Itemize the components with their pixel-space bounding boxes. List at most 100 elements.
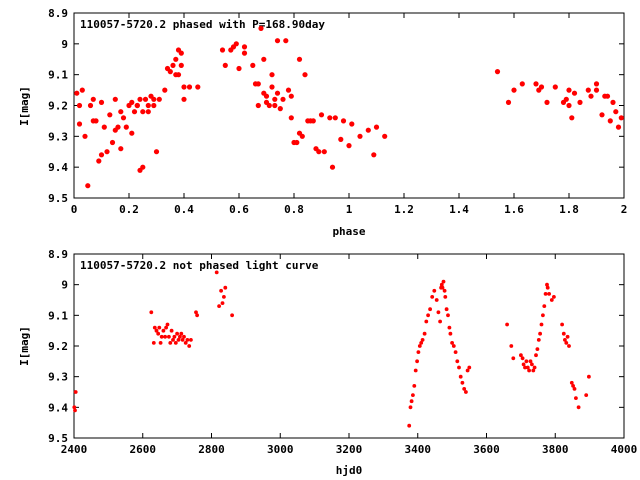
unphased-data-point bbox=[534, 353, 538, 358]
unphased-y-tick-label: 9.3 bbox=[48, 371, 68, 384]
unphased-data-point bbox=[467, 365, 472, 370]
phased-data-point bbox=[552, 84, 558, 90]
phased-x-axis: 0 0.2 0.4 0.6 0.8 1 1.2 1.4 1.6 1.8 2 bbox=[71, 13, 627, 216]
phased-data-point bbox=[236, 65, 242, 72]
phased-data-point bbox=[151, 102, 157, 109]
unphased-data-point bbox=[187, 344, 192, 348]
phased-data-point bbox=[280, 96, 286, 102]
unphased-data-point bbox=[442, 288, 447, 293]
phased-data-point bbox=[167, 69, 173, 75]
phased-data-point bbox=[571, 90, 578, 96]
unphased-data-point bbox=[159, 334, 164, 339]
unphased-data-point bbox=[572, 387, 577, 391]
unphased-data-point bbox=[446, 313, 450, 318]
unphased-data-point bbox=[426, 313, 430, 318]
phased-data-point bbox=[222, 62, 228, 68]
phased-data-point bbox=[577, 99, 583, 105]
phased-data-point bbox=[340, 118, 347, 124]
phased-data-point bbox=[338, 136, 344, 142]
phased-data-point bbox=[156, 96, 162, 102]
phased-data-point bbox=[349, 121, 355, 127]
phased-y-tick-label: 9.3 bbox=[48, 130, 68, 143]
unphased-data-point bbox=[420, 338, 425, 342]
phased-data-point bbox=[569, 115, 575, 121]
unphased-data-point bbox=[154, 328, 159, 333]
phased-data-point bbox=[302, 72, 308, 78]
unphased-data-point bbox=[419, 341, 424, 345]
unphased-data-point bbox=[527, 368, 531, 373]
phased-y-tick-label: 8.9 bbox=[48, 7, 68, 20]
phased-data-point bbox=[316, 149, 322, 155]
phased-data-point bbox=[178, 50, 184, 56]
phased-data-point bbox=[250, 62, 256, 68]
unphased-data-point bbox=[460, 380, 465, 385]
phased-x-tick-label: 0.8 bbox=[284, 203, 304, 216]
phased-data-point bbox=[519, 81, 525, 87]
unphased-data-point bbox=[164, 325, 169, 330]
phased-data-point bbox=[85, 183, 91, 189]
unphased-data-point bbox=[432, 288, 437, 293]
phased-data-point bbox=[610, 99, 616, 105]
phased-y-tick-label: 9.5 bbox=[48, 192, 68, 205]
unphased-data-point bbox=[214, 270, 219, 275]
phased-data-point bbox=[170, 62, 176, 68]
unphased-data-point bbox=[219, 288, 224, 293]
unphased-data-point bbox=[194, 310, 198, 315]
phased-data-point bbox=[538, 84, 545, 90]
phased-data-point bbox=[109, 139, 116, 146]
unphased-data-point bbox=[168, 341, 173, 345]
phased-data-point bbox=[145, 109, 151, 115]
unphased-data-point bbox=[416, 350, 421, 354]
unphased-data-point bbox=[545, 285, 550, 290]
unphased-data-point bbox=[223, 285, 228, 290]
unphased-data-point bbox=[175, 331, 180, 336]
phased-data-point bbox=[296, 56, 303, 62]
unphased-data-point bbox=[422, 331, 427, 336]
unphased-x-tick-label: 3200 bbox=[336, 443, 363, 456]
phased-data-point bbox=[272, 96, 278, 102]
phased-x-tick-label: 0.2 bbox=[119, 203, 139, 216]
phased-data-point bbox=[219, 47, 226, 53]
phased-data-point bbox=[505, 99, 512, 105]
unphased-data-point bbox=[451, 344, 456, 348]
phased-x-tick-label: 1.2 bbox=[394, 203, 414, 216]
unphased-plot: 110057-5720.2 not phased light curve 240… bbox=[18, 248, 637, 477]
unphased-x-tick-label: 4000 bbox=[611, 443, 638, 456]
unphased-data-points bbox=[72, 270, 591, 428]
phased-data-point bbox=[129, 130, 135, 136]
unphased-plot-title: 110057-5720.2 not phased light curve bbox=[80, 259, 319, 272]
phased-data-point bbox=[288, 93, 294, 99]
phased-data-point bbox=[310, 118, 316, 124]
unphased-data-point bbox=[541, 313, 545, 318]
unphased-y-axis-label: I[mag] bbox=[18, 326, 31, 366]
unphased-data-point bbox=[417, 344, 422, 348]
phased-data-point bbox=[131, 109, 138, 115]
unphased-data-point bbox=[169, 328, 174, 333]
phased-data-point bbox=[186, 84, 193, 90]
phased-x-tick-label: 0 bbox=[71, 203, 78, 216]
phased-x-axis-label: phase bbox=[332, 225, 365, 238]
phased-data-point bbox=[129, 99, 135, 105]
phased-data-point bbox=[181, 84, 187, 90]
phased-data-point bbox=[274, 38, 281, 44]
phased-data-point bbox=[332, 115, 338, 121]
phased-data-point bbox=[272, 102, 278, 109]
phased-data-point bbox=[261, 56, 267, 62]
phased-data-point bbox=[101, 124, 107, 130]
phased-data-point bbox=[233, 41, 239, 47]
phased-x-tick-label: 1 bbox=[346, 203, 353, 216]
phased-data-point bbox=[382, 133, 388, 139]
phased-data-point bbox=[566, 87, 572, 93]
unphased-data-point bbox=[576, 405, 581, 410]
unphased-data-point bbox=[411, 393, 415, 397]
unphased-data-point bbox=[73, 390, 78, 394]
unphased-data-point bbox=[523, 365, 527, 370]
unphased-data-point bbox=[536, 338, 541, 342]
unphased-data-point bbox=[464, 390, 468, 394]
phased-data-point bbox=[76, 121, 83, 127]
unphased-data-point bbox=[443, 295, 448, 299]
unphased-data-point bbox=[424, 319, 429, 324]
unphased-data-point bbox=[552, 295, 556, 299]
